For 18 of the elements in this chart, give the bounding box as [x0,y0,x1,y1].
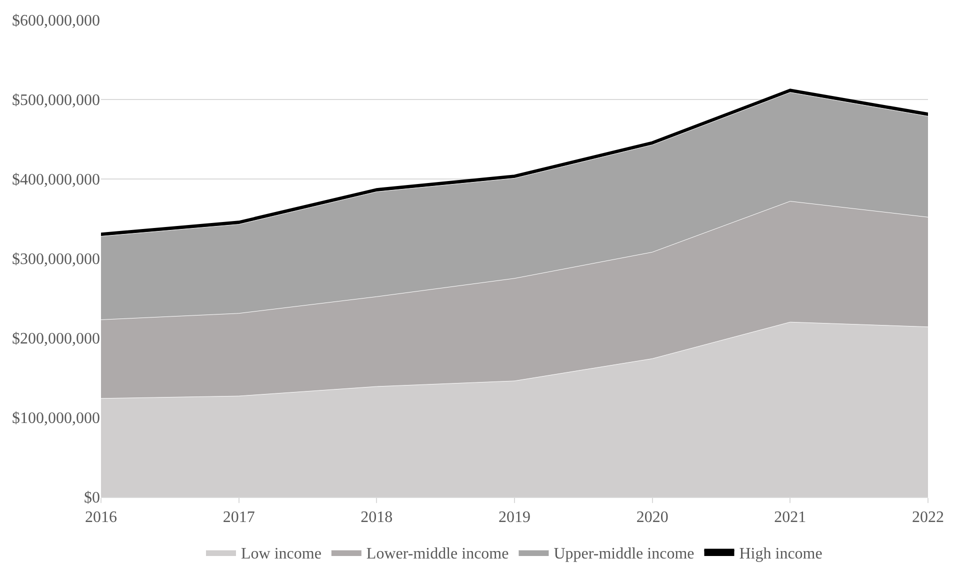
x-tick-label: 2018 [360,509,393,526]
x-tick-label: 2022 [912,509,944,526]
legend-label: Low income [241,545,322,562]
y-tick-label: $300,000,000 [12,251,100,268]
y-tick-label: $400,000,000 [12,172,100,189]
x-tick-label: 2017 [222,509,255,526]
y-tick-label: $200,000,000 [12,330,100,348]
x-tick-label: 2016 [85,509,117,526]
x-tick-label: 2020 [636,509,668,526]
x-tick-label: 2021 [774,509,806,526]
x-tick-label: 2019 [498,509,530,526]
y-tick-label: $100,000,000 [12,410,100,428]
y-tick-label: $600,000,000 [12,12,100,30]
legend-label: Lower-middle income [366,545,509,562]
y-tick-label: $500,000,000 [12,92,100,110]
legend-label: High income [739,545,822,562]
legend-label: Upper-middle income [554,545,694,562]
y-tick-label: $0 [84,490,100,507]
